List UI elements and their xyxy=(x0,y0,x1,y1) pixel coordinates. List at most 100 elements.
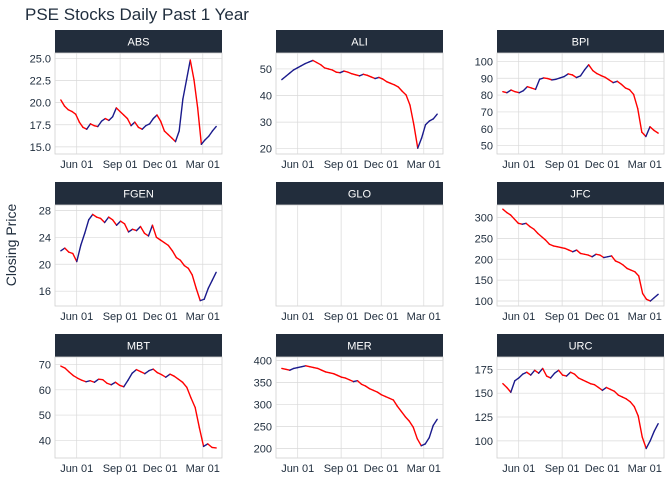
price-segment-bpi xyxy=(620,83,627,89)
price-segment-urc xyxy=(649,430,655,442)
price-segment-fgen xyxy=(159,239,166,244)
price-segment-urc xyxy=(617,394,624,398)
price-segment-mer xyxy=(348,379,355,383)
price-segment-urc xyxy=(605,386,612,391)
price-segment-bpi xyxy=(641,131,647,138)
price-segment-bpi xyxy=(510,89,516,93)
price-segment-mer xyxy=(360,383,367,387)
price-segment-fgen xyxy=(155,236,162,241)
x-tick-label: Sep 01 xyxy=(103,463,138,475)
price-segment-bpi xyxy=(575,75,582,79)
price-segment-fgen xyxy=(143,232,150,237)
price-segment-mbt xyxy=(114,381,121,386)
price-segment-bpi xyxy=(587,64,594,72)
price-segment-fgen xyxy=(84,219,90,234)
price-segment-mer xyxy=(356,380,363,385)
price-segment-fgen xyxy=(127,228,134,233)
price-segment-jfc xyxy=(641,292,648,301)
panel-strip-glo xyxy=(276,182,443,205)
price-segment-ali xyxy=(420,124,427,139)
price-segment-fgen xyxy=(175,256,182,261)
price-segment-urc xyxy=(565,371,572,377)
y-tick-label: 100 xyxy=(475,296,493,308)
x-tick-label: Sep 01 xyxy=(545,463,580,475)
price-segment-bpi xyxy=(608,79,614,84)
price-segment-abs xyxy=(174,130,180,143)
price-segment-mbt xyxy=(148,368,154,372)
price-segment-mer xyxy=(320,369,327,373)
y-tick-label: 40 xyxy=(260,91,272,103)
price-segment-ali xyxy=(405,94,411,106)
price-segment-fgen xyxy=(151,224,158,239)
price-segment-jfc xyxy=(548,243,555,247)
price-segment-mer xyxy=(384,395,391,399)
price-segment-fgen xyxy=(92,213,98,218)
y-tick-label: 90 xyxy=(481,73,493,85)
price-segment-urc xyxy=(633,405,639,417)
price-segment-mbt xyxy=(81,379,87,383)
y-tick-label: 17.5 xyxy=(30,120,51,132)
price-segment-abs xyxy=(130,121,136,127)
price-segment-urc xyxy=(581,379,588,383)
price-segment-urc xyxy=(526,371,532,376)
price-segment-mbt xyxy=(127,372,133,381)
price-segment-fgen xyxy=(131,228,138,232)
price-segment-bpi xyxy=(506,89,512,94)
y-tick-label: 200 xyxy=(254,443,272,455)
price-segment-bpi xyxy=(624,87,631,91)
price-segment-jfc xyxy=(564,247,570,251)
price-segment-fgen xyxy=(103,216,110,224)
y-tick-label: 15.0 xyxy=(30,142,51,154)
y-tick-label: 60 xyxy=(481,124,493,136)
price-segment-urc xyxy=(641,436,647,450)
price-segment-abs xyxy=(182,78,188,100)
x-tick-label: Dec 01 xyxy=(143,159,178,171)
price-segment-mbt xyxy=(118,384,125,388)
y-tick-label: 70 xyxy=(39,360,51,372)
price-segment-mbt xyxy=(72,374,79,379)
x-tick-label: Dec 01 xyxy=(585,159,620,171)
price-segment-mbt xyxy=(156,371,163,376)
price-segment-fgen xyxy=(183,264,189,269)
price-segment-urc xyxy=(541,367,548,377)
price-segment-ali xyxy=(281,75,287,81)
price-segment-mer xyxy=(396,405,403,413)
x-tick-label: Jun 01 xyxy=(502,463,535,475)
price-segment-abs xyxy=(115,107,121,113)
price-segment-mer xyxy=(372,389,379,393)
price-segment-bpi xyxy=(637,107,643,133)
x-tick-label: Mar 01 xyxy=(407,463,441,475)
price-segment-ali xyxy=(393,84,400,88)
price-segment-jfc xyxy=(544,239,551,245)
price-segment-mbt xyxy=(93,378,100,383)
y-tick-label: 150 xyxy=(475,388,493,400)
price-segment-urc xyxy=(557,369,564,376)
price-segment-bpi xyxy=(616,80,623,86)
price-segment-bpi xyxy=(526,85,533,89)
price-segment-fgen xyxy=(111,219,118,226)
price-segment-fgen xyxy=(95,216,102,220)
price-segment-mer xyxy=(416,437,422,447)
x-tick-label: Dec 01 xyxy=(143,311,178,323)
price-segment-bpi xyxy=(555,77,561,80)
price-segment-urc xyxy=(629,401,635,408)
price-segment-bpi xyxy=(522,85,529,92)
panel-plot-area-ali xyxy=(275,52,444,155)
price-segment-bpi xyxy=(632,93,639,110)
price-segment-abs xyxy=(63,105,69,111)
y-tick-label: 300 xyxy=(254,399,272,411)
price-segment-urc xyxy=(514,377,520,382)
price-segment-jfc xyxy=(572,249,578,253)
price-segment-fgen xyxy=(115,220,122,226)
panel-plot-area-glo xyxy=(275,204,444,307)
price-segment-abs xyxy=(152,114,158,120)
price-segment-mbt xyxy=(85,380,91,383)
x-tick-label: Jun 01 xyxy=(281,311,314,323)
price-segment-fgen xyxy=(187,267,193,276)
x-tick-label: Jun 01 xyxy=(60,159,93,171)
price-segment-abs xyxy=(163,130,169,136)
price-segment-fgen xyxy=(123,223,130,233)
price-segment-urc xyxy=(597,386,604,392)
price-segment-jfc xyxy=(614,260,621,264)
price-segment-abs xyxy=(74,113,81,123)
